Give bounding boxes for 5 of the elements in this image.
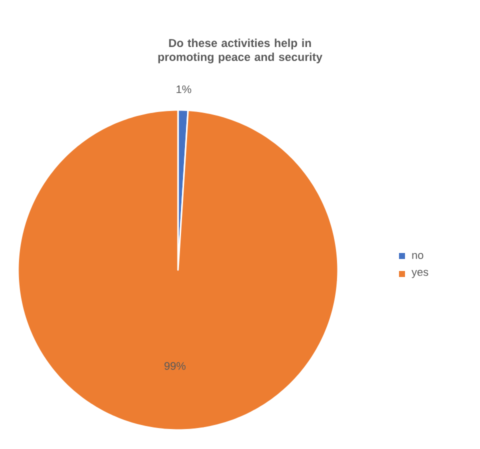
chart-title: Do these activities help in promoting peace and security — [158, 38, 322, 64]
data-label: 99% — [164, 362, 186, 370]
legend-label: yes — [412, 270, 428, 278]
data-label: 1% — [176, 85, 192, 94]
legend-label: no — [412, 253, 424, 259]
